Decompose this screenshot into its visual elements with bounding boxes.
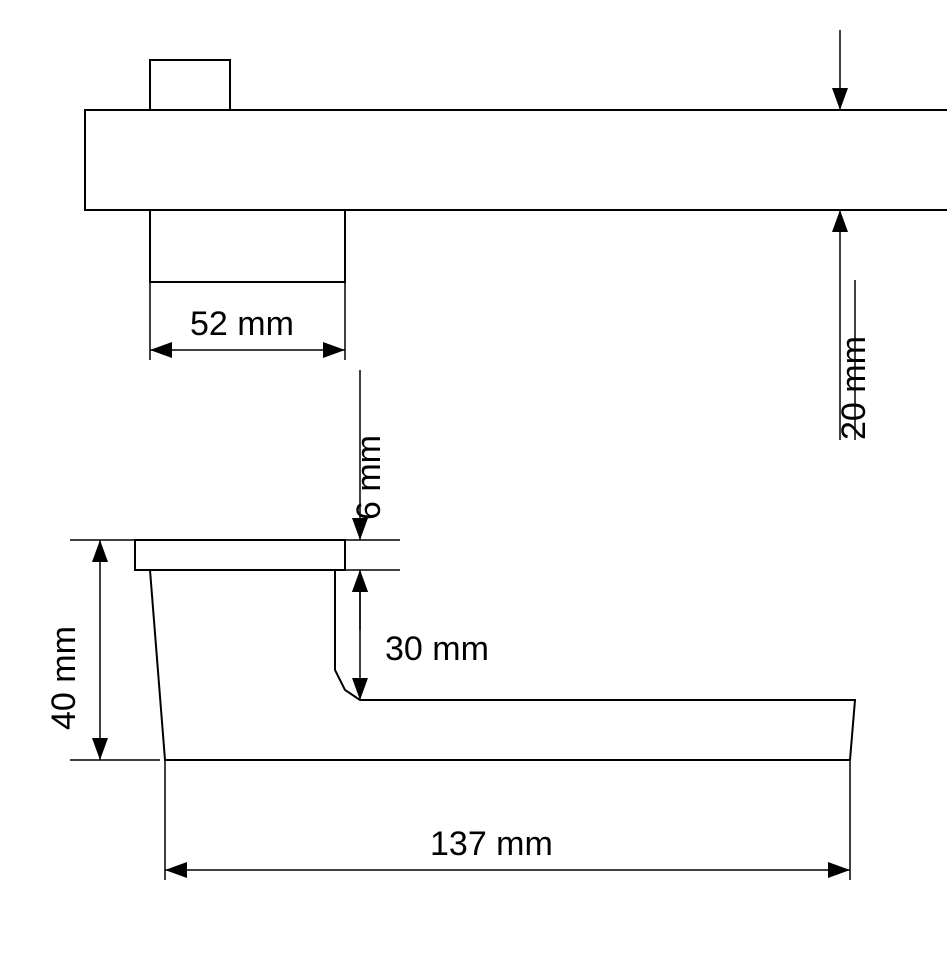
- dimensions: 52 mm 20 mm 6 mm 30 mm: [45, 30, 947, 880]
- dim-30mm-label: 30 mm: [385, 630, 489, 668]
- dim-20mm: 20 mm: [780, 30, 947, 440]
- top-view-tab: [150, 60, 230, 110]
- top-view-bar: [85, 110, 947, 210]
- side-view-rose-plate: [135, 540, 345, 570]
- dim-30mm: 30 mm: [352, 570, 489, 700]
- side-view-lever-body: [150, 570, 855, 760]
- dim-6mm-label: 6 mm: [350, 435, 388, 520]
- top-view: [85, 60, 947, 282]
- dim-20mm-label: 20 mm: [835, 336, 873, 440]
- side-view: [135, 540, 855, 760]
- dim-137mm: 137 mm: [165, 760, 850, 880]
- dim-40mm-label: 40 mm: [45, 626, 83, 730]
- dim-40mm: 40 mm: [45, 540, 160, 760]
- dim-137mm-label: 137 mm: [430, 825, 553, 863]
- top-view-underblock: [150, 210, 345, 282]
- dim-52mm-label: 52 mm: [190, 305, 294, 343]
- dim-52mm: 52 mm: [150, 282, 345, 360]
- technical-drawing: 52 mm 20 mm 6 mm 30 mm: [0, 0, 948, 953]
